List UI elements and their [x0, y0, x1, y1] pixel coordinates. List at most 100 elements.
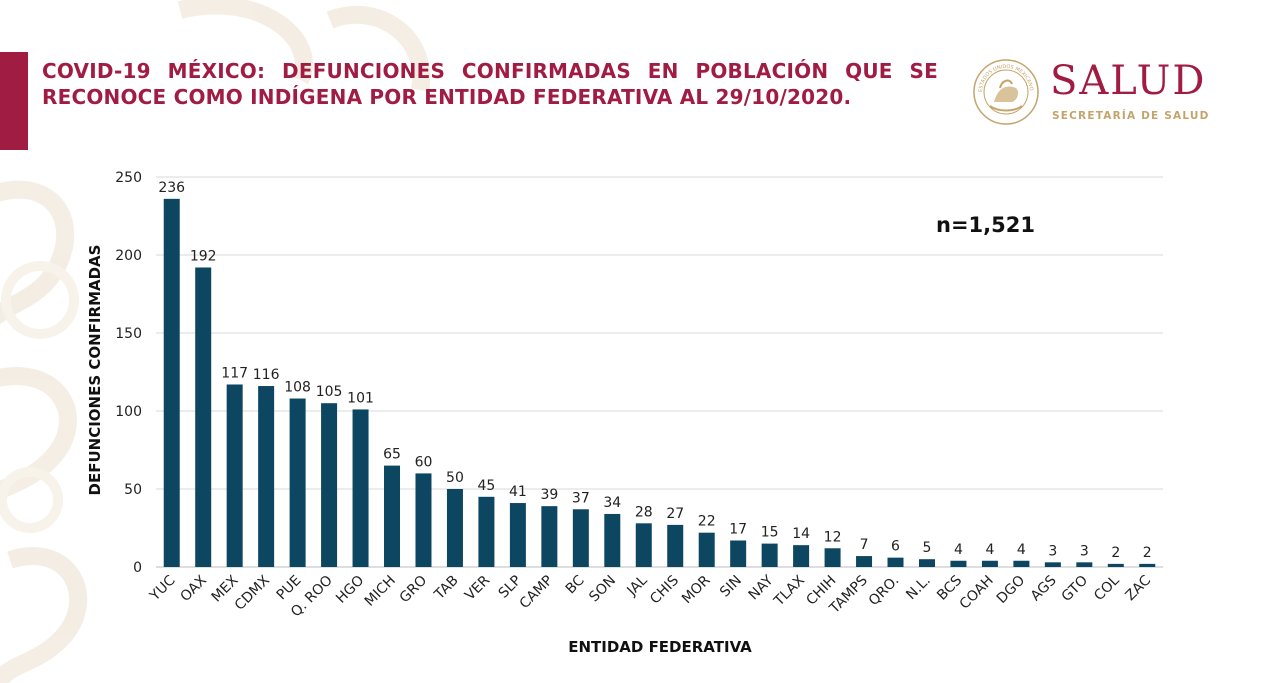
x-tick-label: DGO	[994, 573, 1028, 607]
y-tick-label: 100	[115, 404, 142, 420]
x-tick-label: CAMP	[517, 573, 557, 613]
bar	[195, 267, 212, 567]
accent-bar	[0, 52, 28, 150]
data-label: 37	[572, 490, 590, 506]
data-label: 2	[1111, 545, 1120, 561]
bar	[887, 557, 904, 567]
x-tick-label: GRO	[397, 573, 431, 607]
data-label: 4	[954, 542, 963, 558]
bar	[1076, 562, 1093, 567]
bar	[856, 556, 873, 567]
bar	[352, 409, 369, 567]
x-tick-label: CHIS	[647, 572, 682, 607]
x-tick-label: GTO	[1059, 573, 1091, 605]
data-label: 4	[1017, 542, 1026, 558]
y-tick-label: 150	[115, 326, 142, 342]
bar	[541, 506, 558, 567]
data-label: 45	[478, 478, 496, 494]
bar	[1107, 563, 1124, 567]
x-tick-label: MOR	[679, 572, 714, 607]
bar	[289, 398, 306, 567]
x-tick-label: COAH	[957, 573, 997, 613]
x-tick-label: TAB	[431, 573, 462, 604]
bar	[604, 513, 621, 567]
bar	[824, 548, 841, 567]
logo-wordmark: SALUD	[1050, 58, 1207, 104]
x-tick-label: N.L.	[903, 573, 934, 604]
bar	[667, 524, 684, 567]
data-label: 22	[698, 514, 716, 530]
data-label: 50	[446, 470, 464, 486]
data-label: 108	[284, 380, 311, 396]
y-tick-label: 0	[133, 560, 142, 576]
x-tick-label: MICH	[362, 573, 399, 610]
y-axis-title: DEFUNCIONES CONFIRMADAS	[86, 244, 104, 496]
x-tick-label: SIN	[717, 573, 745, 601]
data-label: 101	[347, 390, 374, 406]
bar	[730, 540, 747, 567]
data-label: 117	[221, 365, 248, 381]
x-tick-label: HGO	[333, 573, 367, 607]
data-label: 7	[860, 537, 869, 553]
data-label: 15	[761, 525, 779, 541]
bar	[950, 560, 967, 567]
data-label: 3	[1048, 543, 1057, 559]
bar	[635, 523, 652, 567]
bar	[1139, 563, 1156, 567]
x-tick-label: COL	[1091, 572, 1123, 604]
data-label: 6	[891, 539, 900, 555]
data-label: 116	[253, 367, 280, 383]
data-label: 65	[383, 447, 401, 463]
x-tick-label: ZAC	[1122, 572, 1154, 604]
x-tick-label: CDMX	[232, 572, 273, 613]
data-label: 28	[635, 504, 653, 520]
bar	[478, 496, 495, 567]
data-label: 12	[824, 529, 842, 545]
data-label: 60	[415, 454, 433, 470]
data-label: 105	[316, 384, 343, 400]
y-tick-label: 250	[115, 170, 142, 186]
x-tick-label: TLAX	[771, 572, 809, 610]
bar	[163, 198, 180, 567]
data-label: 4	[985, 542, 994, 558]
data-label: 3	[1080, 543, 1089, 559]
x-axis-title: ENTIDAD FEDERATIVA	[568, 638, 752, 656]
data-label: 39	[540, 487, 558, 503]
bar	[572, 509, 589, 567]
data-label: 192	[190, 248, 217, 264]
bar	[509, 503, 526, 567]
data-label: 34	[603, 495, 621, 511]
bar	[793, 545, 810, 567]
logo-subtitle: SECRETARÍA DE SALUD	[1052, 110, 1210, 122]
data-label: 27	[666, 506, 684, 522]
data-label: 2	[1143, 545, 1152, 561]
bar	[698, 532, 715, 567]
data-label: 14	[792, 526, 810, 542]
x-tick-label: AGS	[1028, 572, 1060, 604]
page-title: COVID-19 MÉXICO: DEFUNCIONES CONFIRMADAS…	[42, 59, 938, 109]
bar	[761, 543, 778, 567]
y-tick-label: 50	[124, 482, 142, 498]
bar	[226, 384, 243, 567]
sample-size-label: n=1,521	[936, 213, 1035, 237]
bar	[258, 386, 275, 567]
bar	[918, 559, 935, 567]
bar	[415, 473, 432, 567]
bar	[981, 560, 998, 567]
bar	[321, 403, 338, 567]
data-label: 17	[729, 521, 747, 537]
bar	[384, 465, 401, 567]
x-tick-label: YUC	[146, 572, 178, 604]
bar	[1044, 562, 1061, 567]
bar	[446, 489, 463, 567]
data-label: 236	[158, 180, 185, 196]
bar	[1013, 560, 1030, 567]
x-tick-label: SON	[586, 573, 619, 606]
x-tick-label: OAX	[178, 572, 211, 605]
x-tick-label: BC	[563, 572, 588, 597]
x-tick-label: VER	[462, 572, 493, 603]
